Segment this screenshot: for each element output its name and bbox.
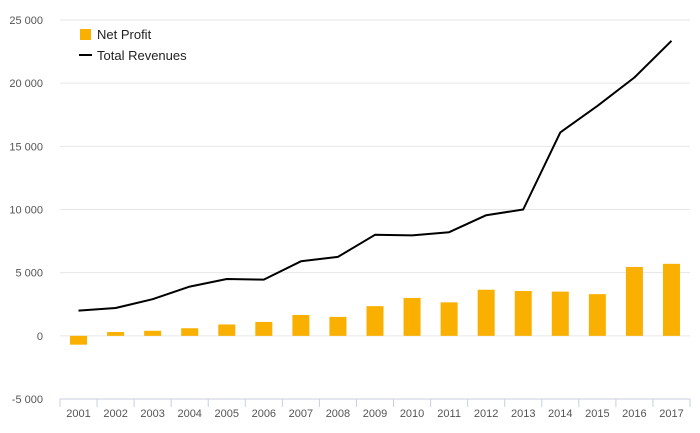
bar <box>70 335 88 345</box>
x-tick-label: 2004 <box>177 408 201 420</box>
y-tick-label: -5 000 <box>12 394 43 406</box>
bar <box>551 291 569 336</box>
bar <box>440 302 458 336</box>
bar <box>403 297 421 336</box>
y-tick-label: 5 000 <box>15 268 43 280</box>
legend-label-total-revenues: Total Revenues <box>97 48 187 63</box>
bar <box>625 266 643 336</box>
bar <box>292 314 310 336</box>
bar <box>588 294 606 336</box>
x-tick-label: 2006 <box>252 408 276 420</box>
legend-label-net-profit: Net Profit <box>97 27 152 42</box>
total-revenues-line <box>78 40 673 312</box>
gridlines <box>60 19 690 400</box>
bar <box>255 321 273 336</box>
y-tick-label: 10 000 <box>9 205 43 217</box>
bar <box>514 290 532 336</box>
y-tick-label: 0 <box>37 331 43 343</box>
x-tick-label: 2016 <box>622 408 646 420</box>
x-tick-label: 2001 <box>66 408 90 420</box>
x-tick-label: 2014 <box>548 408 572 420</box>
x-tick-label: 2009 <box>363 408 387 420</box>
bar <box>329 316 347 336</box>
net-profit-bars <box>70 263 680 345</box>
bar <box>366 306 384 336</box>
x-tick-label: 2002 <box>103 408 127 420</box>
bar <box>107 332 125 336</box>
y-tick-label: 15 000 <box>9 141 43 153</box>
bar <box>477 289 495 336</box>
bar <box>662 263 680 336</box>
x-tick-label: 2011 <box>437 408 461 420</box>
x-tick-label: 2007 <box>289 408 313 420</box>
series-line <box>78 40 673 312</box>
x-tick-label: 2012 <box>474 408 498 420</box>
x-tick-label: 2013 <box>511 408 535 420</box>
x-tick-label: 2010 <box>400 408 424 420</box>
legend: Net Profit Total Revenues <box>79 27 187 63</box>
x-tick-label: 2005 <box>215 408 239 420</box>
bar <box>218 324 236 336</box>
x-tick-label: 2008 <box>326 408 350 420</box>
x-axis: 2001 2002 2003 2004 2005 2006 2007 2008 2009 2010… <box>59 398 691 420</box>
bar <box>181 328 199 336</box>
x-tick-label: 2015 <box>585 408 609 420</box>
y-axis-ticks: -5 000 0 5 000 10 000 15 000 20 000 25 000 <box>9 15 43 406</box>
legend-swatch-net-profit <box>80 29 91 40</box>
y-tick-label: 20 000 <box>9 78 43 90</box>
x-tick-label: 2003 <box>140 408 164 420</box>
bar <box>144 330 162 336</box>
y-tick-label: 25 000 <box>9 15 43 27</box>
x-tick-label: 2017 <box>659 408 683 420</box>
